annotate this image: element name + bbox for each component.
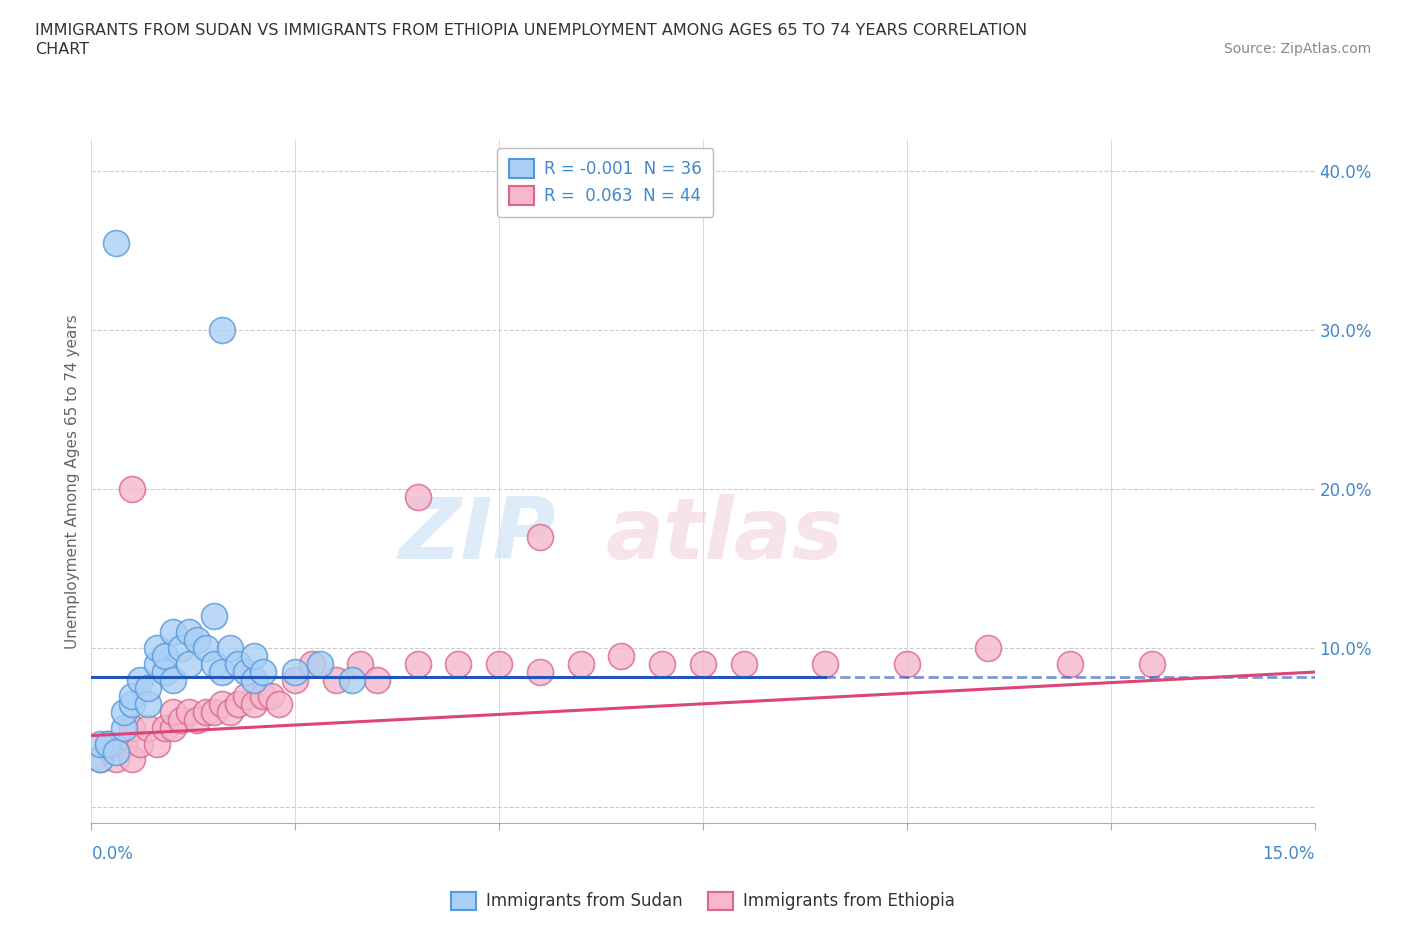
Point [170,712,193,727]
Text: ZIP: ZIP [398,495,557,578]
Point [104,752,127,767]
Point [569,657,592,671]
Point [529,529,551,544]
Point [235,688,257,703]
Point [179,657,201,671]
Point [179,625,201,640]
Point [219,641,242,656]
Point [488,657,510,671]
Point [153,720,176,735]
Point [89,752,111,767]
Point [977,641,1000,656]
Point [406,657,429,671]
Point [243,649,266,664]
Point [153,649,176,664]
Point [162,625,184,640]
Point [121,752,143,767]
Point [211,665,233,680]
Text: CHART: CHART [35,42,89,57]
Point [252,688,274,703]
Point [260,688,283,703]
Point [145,737,167,751]
Point [252,665,274,680]
Point [104,744,127,759]
Point [267,697,290,711]
Point [138,720,160,735]
Point [121,482,143,497]
Point [342,672,364,687]
Point [89,737,111,751]
Point [284,665,307,680]
Point [89,752,111,767]
Text: 15.0%: 15.0% [1263,844,1315,863]
Point [194,704,217,719]
Point [349,657,371,671]
Point [153,665,176,680]
Point [284,672,307,687]
Point [733,657,755,671]
Point [121,697,143,711]
Point [121,720,143,735]
Legend: R = -0.001  N = 36, R =  0.063  N = 44: R = -0.001 N = 36, R = 0.063 N = 44 [498,148,713,217]
Point [308,657,330,671]
Point [406,490,429,505]
Point [162,672,184,687]
Point [1059,657,1081,671]
Point [243,672,266,687]
Point [121,688,143,703]
Point [138,697,160,711]
Point [138,681,160,696]
Point [447,657,470,671]
Point [194,641,217,656]
Point [112,737,135,751]
Point [186,712,208,727]
Point [202,609,225,624]
Point [202,704,225,719]
Legend: Immigrants from Sudan, Immigrants from Ethiopia: Immigrants from Sudan, Immigrants from E… [444,885,962,917]
Point [366,672,388,687]
Point [651,657,673,671]
Point [170,641,193,656]
Point [104,235,127,250]
Point [145,657,167,671]
Point [129,737,152,751]
Point [97,737,120,751]
Point [202,657,225,671]
Point [129,672,152,687]
Point [219,704,242,719]
Point [112,704,135,719]
Point [529,665,551,680]
Text: Source: ZipAtlas.com: Source: ZipAtlas.com [1223,42,1371,56]
Point [301,657,323,671]
Point [226,697,249,711]
Point [162,720,184,735]
Point [162,704,184,719]
Point [211,323,233,338]
Point [243,697,266,711]
Point [1140,657,1163,671]
Point [145,641,167,656]
Point [211,697,233,711]
Point [814,657,837,671]
Point [325,672,347,687]
Point [226,657,249,671]
Text: atlas: atlas [605,495,844,578]
Text: IMMIGRANTS FROM SUDAN VS IMMIGRANTS FROM ETHIOPIA UNEMPLOYMENT AMONG AGES 65 TO : IMMIGRANTS FROM SUDAN VS IMMIGRANTS FROM… [35,23,1028,38]
Point [186,632,208,647]
Point [610,649,633,664]
Point [896,657,918,671]
Point [112,720,135,735]
Text: 0.0%: 0.0% [91,844,134,863]
Point [97,737,120,751]
Point [235,665,257,680]
Point [179,704,201,719]
Y-axis label: Unemployment Among Ages 65 to 74 years: Unemployment Among Ages 65 to 74 years [65,314,80,648]
Point [692,657,714,671]
